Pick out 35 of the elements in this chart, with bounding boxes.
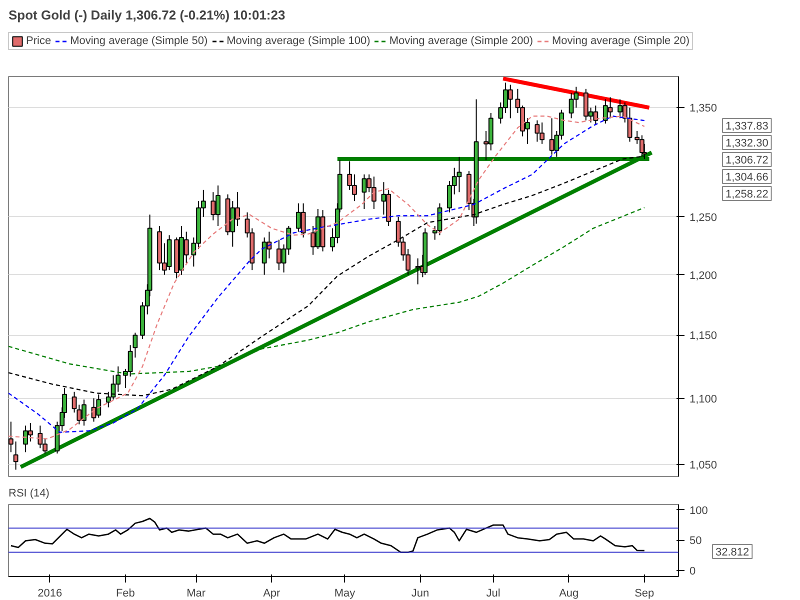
x-tick-label: Aug xyxy=(559,588,579,600)
x-tick-label: Sep xyxy=(634,588,654,600)
text: 1,337.83 xyxy=(726,120,768,132)
legend-label: Price xyxy=(26,35,52,47)
x-tick-label: Apr xyxy=(263,588,281,600)
legend-label: Moving average (Simple 50) xyxy=(70,35,208,47)
y-tick-label: 1,350 xyxy=(690,102,718,115)
x-tick-label: Jul xyxy=(486,588,500,600)
legend-label: Moving average (Simple 200) xyxy=(389,35,534,47)
candlestick xyxy=(13,440,18,470)
chart-title: Spot Gold (-) Daily 1,306.72 (-0.21%) 10:01:23 xyxy=(8,8,286,22)
x-tick-label: Jun xyxy=(411,588,430,600)
legend-label: Moving average (Simple 100) xyxy=(226,35,370,47)
x-tick-label: 2016 xyxy=(38,588,62,600)
y-tick-label: 1,150 xyxy=(690,330,718,342)
y-tick-label: 1,250 xyxy=(690,212,718,224)
candlestick xyxy=(415,258,420,285)
text: 1,258.22 xyxy=(726,188,768,200)
y-tick-label: 50 xyxy=(690,535,702,548)
y-tick-label: 0 xyxy=(690,565,696,578)
y-tick-label: 100 xyxy=(690,504,708,517)
x-tick-label: May xyxy=(334,588,356,600)
y-tick-label: 1,100 xyxy=(690,393,718,406)
line-series xyxy=(10,518,646,553)
x-tick-label: Feb xyxy=(116,588,135,600)
y-tick-label: 1,200 xyxy=(690,270,718,282)
text: 32.812 xyxy=(716,546,750,558)
text: 1,332.30 xyxy=(726,138,768,150)
x-tick-label: Mar xyxy=(186,588,206,600)
legend-label: Moving average (Simple 20) xyxy=(552,35,690,47)
chart-title: RSI (14) xyxy=(8,488,50,500)
candlestick xyxy=(8,421,14,453)
text: 1,306.72 xyxy=(726,154,768,166)
y-tick-label: 1,050 xyxy=(690,459,718,472)
text: 1,304.66 xyxy=(726,172,768,184)
